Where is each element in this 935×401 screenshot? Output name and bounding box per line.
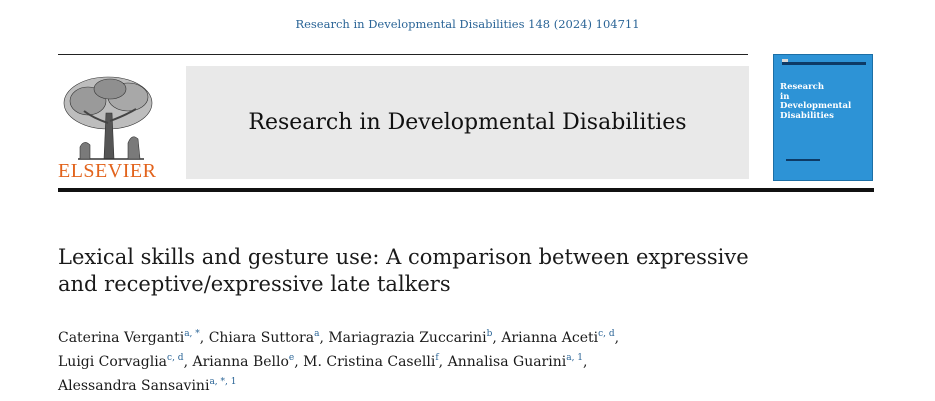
publisher-name: ELSEVIER <box>58 160 157 182</box>
cover-title: Research in Developmental Disabilities <box>780 82 852 121</box>
affiliation-link[interactable]: a, *, 1 <box>209 377 237 387</box>
author-name: Arianna Bello <box>192 354 289 370</box>
author-separator: , <box>183 354 193 370</box>
affiliation-link[interactable]: b <box>486 329 493 339</box>
article-title: Lexical skills and gesture use: A compar… <box>58 244 818 298</box>
affiliation-link[interactable]: a, * <box>184 329 200 339</box>
header-rule <box>58 54 748 55</box>
author-separator: , <box>319 330 329 346</box>
author-separator: , <box>199 330 209 346</box>
author-list: Caterina Vergantia, *, Chiara Suttora a, … <box>58 324 818 396</box>
author-name: Caterina Verganti <box>58 330 185 346</box>
affiliation-link[interactable]: c, d <box>598 329 615 339</box>
affiliation-link[interactable]: c, d <box>167 353 184 363</box>
author-name: Annalisa Guarini <box>447 354 567 370</box>
article-title-line-1: Lexical skills and gesture use: A compar… <box>58 245 749 269</box>
author-separator: , <box>583 354 588 370</box>
author-separator: , <box>438 354 448 370</box>
article-title-line-2: and receptive/expressive late talkers <box>58 272 451 296</box>
cover-top-bar <box>782 62 866 65</box>
author-separator: , <box>492 330 502 346</box>
author-separator: , <box>614 330 620 346</box>
journal-cover-thumbnail[interactable]: Research in Developmental Disabilities <box>773 54 873 181</box>
journal-citation[interactable]: Research in Developmental Disabilities 1… <box>295 17 640 31</box>
affiliation-link[interactable]: a, 1 <box>566 353 584 363</box>
affiliation-link[interactable]: a <box>314 329 320 339</box>
author-name: Mariagrazia Zuccarini <box>328 330 487 346</box>
author-separator: , <box>294 354 304 370</box>
author-name: Arianna Aceti <box>501 330 599 346</box>
journal-title[interactable]: Research in Developmental Disabilities <box>248 110 687 135</box>
author-line-2: Luigi Corvagliac, d, Arianna Belloe, M. … <box>58 348 818 372</box>
author-line-3: Alessandra Sansavinia, *, 1 <box>58 372 818 396</box>
author-name: Chiara Suttora <box>208 330 315 346</box>
author-name: M. Cristina Caselli <box>303 354 436 370</box>
affiliation-link[interactable]: e <box>288 353 295 363</box>
header-divider <box>58 188 874 192</box>
author-name: Luigi Corvaglia <box>58 354 168 370</box>
author-line-1: Caterina Vergantia, *, Chiara Suttoraa, … <box>58 324 818 348</box>
cover-accent-line <box>786 159 820 161</box>
author-name: Alessandra Sansavini <box>58 378 210 394</box>
elsevier-tree-logo <box>63 76 153 160</box>
affiliation-link[interactable]: f <box>435 353 439 363</box>
journal-banner: Research in Developmental Disabilities <box>186 66 749 179</box>
